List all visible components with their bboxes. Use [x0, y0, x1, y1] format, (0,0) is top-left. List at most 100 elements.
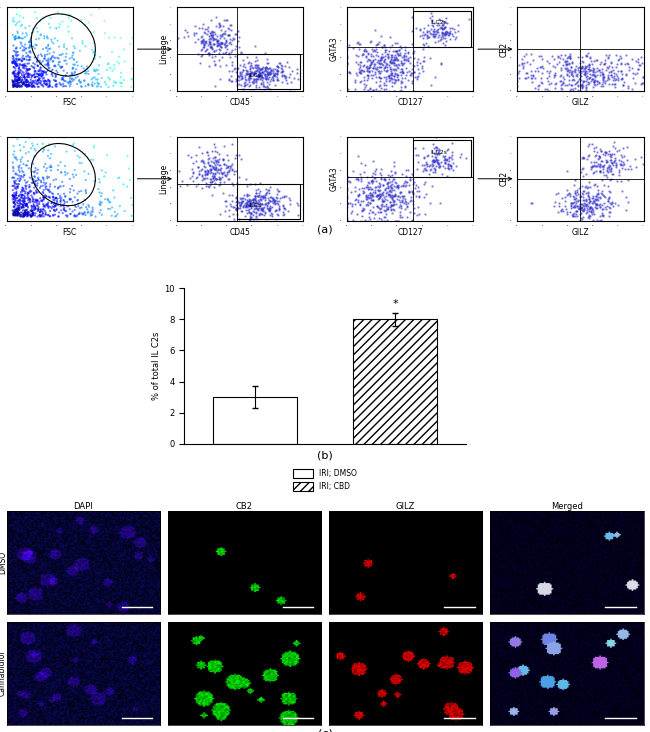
Point [441, 154, 451, 166]
Point [569, 200, 580, 212]
Point [432, 23, 442, 35]
Point [62, 168, 73, 179]
Point [278, 202, 289, 214]
Point [214, 153, 224, 165]
Point [410, 71, 420, 83]
Point [46, 161, 56, 173]
Point [248, 214, 259, 225]
Point [81, 186, 91, 198]
Point [432, 154, 442, 166]
Point [26, 143, 36, 154]
Point [10, 70, 20, 81]
Point [214, 43, 224, 55]
Point [51, 65, 62, 77]
Point [450, 160, 461, 172]
Point [396, 72, 407, 83]
Point [638, 158, 648, 170]
Point [375, 190, 385, 201]
Point [443, 162, 453, 173]
Point [431, 131, 441, 143]
Point [596, 81, 606, 92]
Point [380, 183, 390, 195]
Point [342, 212, 352, 224]
Point [13, 198, 23, 209]
Point [50, 201, 60, 212]
Point [616, 160, 627, 171]
Point [601, 64, 611, 76]
Point [595, 214, 605, 226]
Point [93, 74, 103, 86]
Point [13, 207, 23, 219]
Point [382, 72, 392, 84]
Point [368, 45, 378, 57]
Point [42, 60, 53, 72]
Point [24, 107, 34, 119]
Point [239, 61, 250, 72]
Point [52, 196, 62, 208]
Point [239, 80, 249, 92]
Point [209, 157, 220, 169]
Point [569, 64, 580, 75]
Point [519, 50, 529, 61]
Point [31, 207, 41, 219]
Point [251, 201, 261, 212]
Point [140, 168, 151, 180]
Point [250, 40, 260, 52]
Point [375, 72, 385, 83]
Point [274, 58, 285, 70]
Point [582, 67, 592, 79]
Point [59, 81, 70, 92]
Point [182, 26, 192, 38]
Point [585, 181, 595, 193]
Point [15, 145, 25, 157]
Point [595, 191, 606, 203]
Point [573, 61, 584, 72]
Point [214, 18, 224, 30]
Point [28, 209, 38, 221]
Point [254, 70, 264, 81]
Point [78, 0, 88, 6]
Point [422, 160, 433, 172]
Point [240, 204, 251, 216]
Point [214, 173, 225, 185]
Point [586, 206, 597, 218]
Point [265, 78, 275, 90]
Point [51, 23, 62, 34]
Point [265, 68, 275, 80]
Point [255, 63, 266, 75]
Point [358, 203, 369, 215]
Point [589, 77, 599, 89]
Point [400, 41, 410, 53]
Point [74, 74, 85, 86]
Point [588, 204, 598, 216]
Point [32, 55, 42, 67]
Point [567, 74, 577, 86]
Point [410, 143, 420, 154]
Point [264, 203, 274, 215]
Point [222, 39, 232, 51]
Point [20, 209, 31, 221]
Point [248, 193, 258, 204]
Point [386, 51, 396, 63]
Point [577, 82, 588, 94]
Point [68, 62, 79, 74]
Point [213, 37, 224, 49]
Point [594, 77, 604, 89]
Point [25, 209, 35, 221]
Point [34, 174, 44, 186]
Point [14, 61, 24, 73]
Point [14, 178, 24, 190]
Point [576, 214, 586, 226]
Point [14, 80, 25, 92]
Point [616, 149, 626, 161]
Point [40, 205, 50, 217]
Point [560, 62, 570, 74]
Point [26, 81, 36, 93]
Point [52, 195, 62, 206]
Point [31, 195, 41, 206]
Point [376, 51, 387, 62]
Point [533, 83, 543, 95]
Point [599, 75, 610, 87]
Point [431, 153, 441, 165]
Point [578, 206, 589, 217]
